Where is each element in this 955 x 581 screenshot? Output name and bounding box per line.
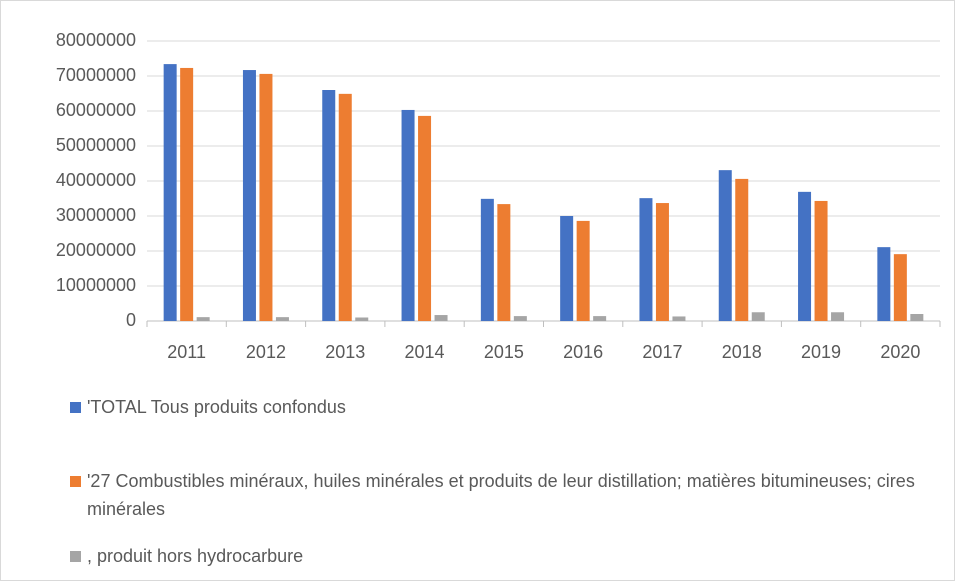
legend-label: , produit hors hydrocarbure (87, 546, 304, 566)
bar (480, 198, 494, 321)
bar (259, 73, 273, 322)
legend-label: 'TOTAL Tous produits confondus (87, 397, 346, 417)
bar (163, 64, 177, 321)
bar (814, 200, 828, 321)
legend-item: , produit hors hydrocarbure (70, 542, 930, 570)
bar (576, 220, 590, 321)
bar (735, 178, 749, 321)
bar (751, 312, 765, 321)
x-tick-label: 2012 (246, 342, 286, 362)
x-tick-label: 2013 (325, 342, 365, 362)
bar (338, 93, 352, 321)
bar (180, 67, 194, 321)
x-tick-label: 2019 (801, 342, 841, 362)
bar (672, 316, 686, 321)
bar (639, 198, 653, 321)
x-tick-label: 2016 (563, 342, 603, 362)
y-tick-label: 20000000 (56, 240, 136, 260)
bar (798, 191, 812, 321)
y-tick-label: 40000000 (56, 170, 136, 190)
bar (877, 247, 891, 321)
x-tick-label: 2011 (167, 342, 206, 362)
bar (718, 170, 732, 321)
x-tick-label: 2018 (722, 342, 762, 362)
legend-label: '27 Combustibles minéraux, huiles minéra… (87, 471, 915, 519)
bar (418, 115, 432, 322)
y-tick-label: 0 (126, 310, 136, 330)
bar (593, 316, 607, 321)
bar (560, 216, 574, 321)
x-tick-label: 2020 (880, 342, 920, 362)
bar (655, 203, 669, 321)
bar (910, 314, 924, 321)
x-tick-label: 2014 (405, 342, 445, 362)
bar (893, 254, 907, 321)
legend-item: 'TOTAL Tous produits confondus (70, 393, 930, 421)
bar (401, 109, 415, 321)
bar (434, 315, 448, 321)
legend-item: '27 Combustibles minéraux, huiles minéra… (70, 467, 930, 523)
bar (831, 312, 845, 321)
bar (355, 317, 369, 321)
y-tick-label: 50000000 (56, 135, 136, 155)
bar (196, 317, 210, 321)
bar (242, 70, 256, 321)
y-tick-label: 30000000 (56, 205, 136, 225)
legend-swatch (70, 402, 81, 413)
y-tick-label: 10000000 (56, 275, 136, 295)
legend-swatch (70, 551, 81, 562)
x-tick-label: 2015 (484, 342, 524, 362)
x-tick-label: 2017 (642, 342, 682, 362)
bar (322, 90, 336, 321)
y-tick-label: 80000000 (56, 30, 136, 50)
y-tick-label: 60000000 (56, 100, 136, 120)
bar (275, 317, 289, 321)
bar (513, 316, 527, 321)
legend-swatch (70, 476, 81, 487)
bar (497, 204, 511, 321)
y-tick-label: 70000000 (56, 65, 136, 85)
